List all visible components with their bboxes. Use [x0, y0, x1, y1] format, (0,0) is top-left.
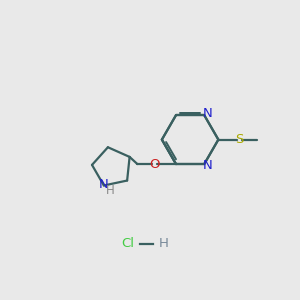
Text: H: H	[158, 237, 168, 250]
Text: N: N	[203, 107, 213, 120]
Text: N: N	[99, 178, 109, 191]
Text: Cl: Cl	[121, 237, 134, 250]
Text: H: H	[106, 184, 115, 197]
Text: N: N	[203, 159, 213, 172]
Text: O: O	[149, 158, 160, 171]
Text: S: S	[236, 133, 244, 146]
